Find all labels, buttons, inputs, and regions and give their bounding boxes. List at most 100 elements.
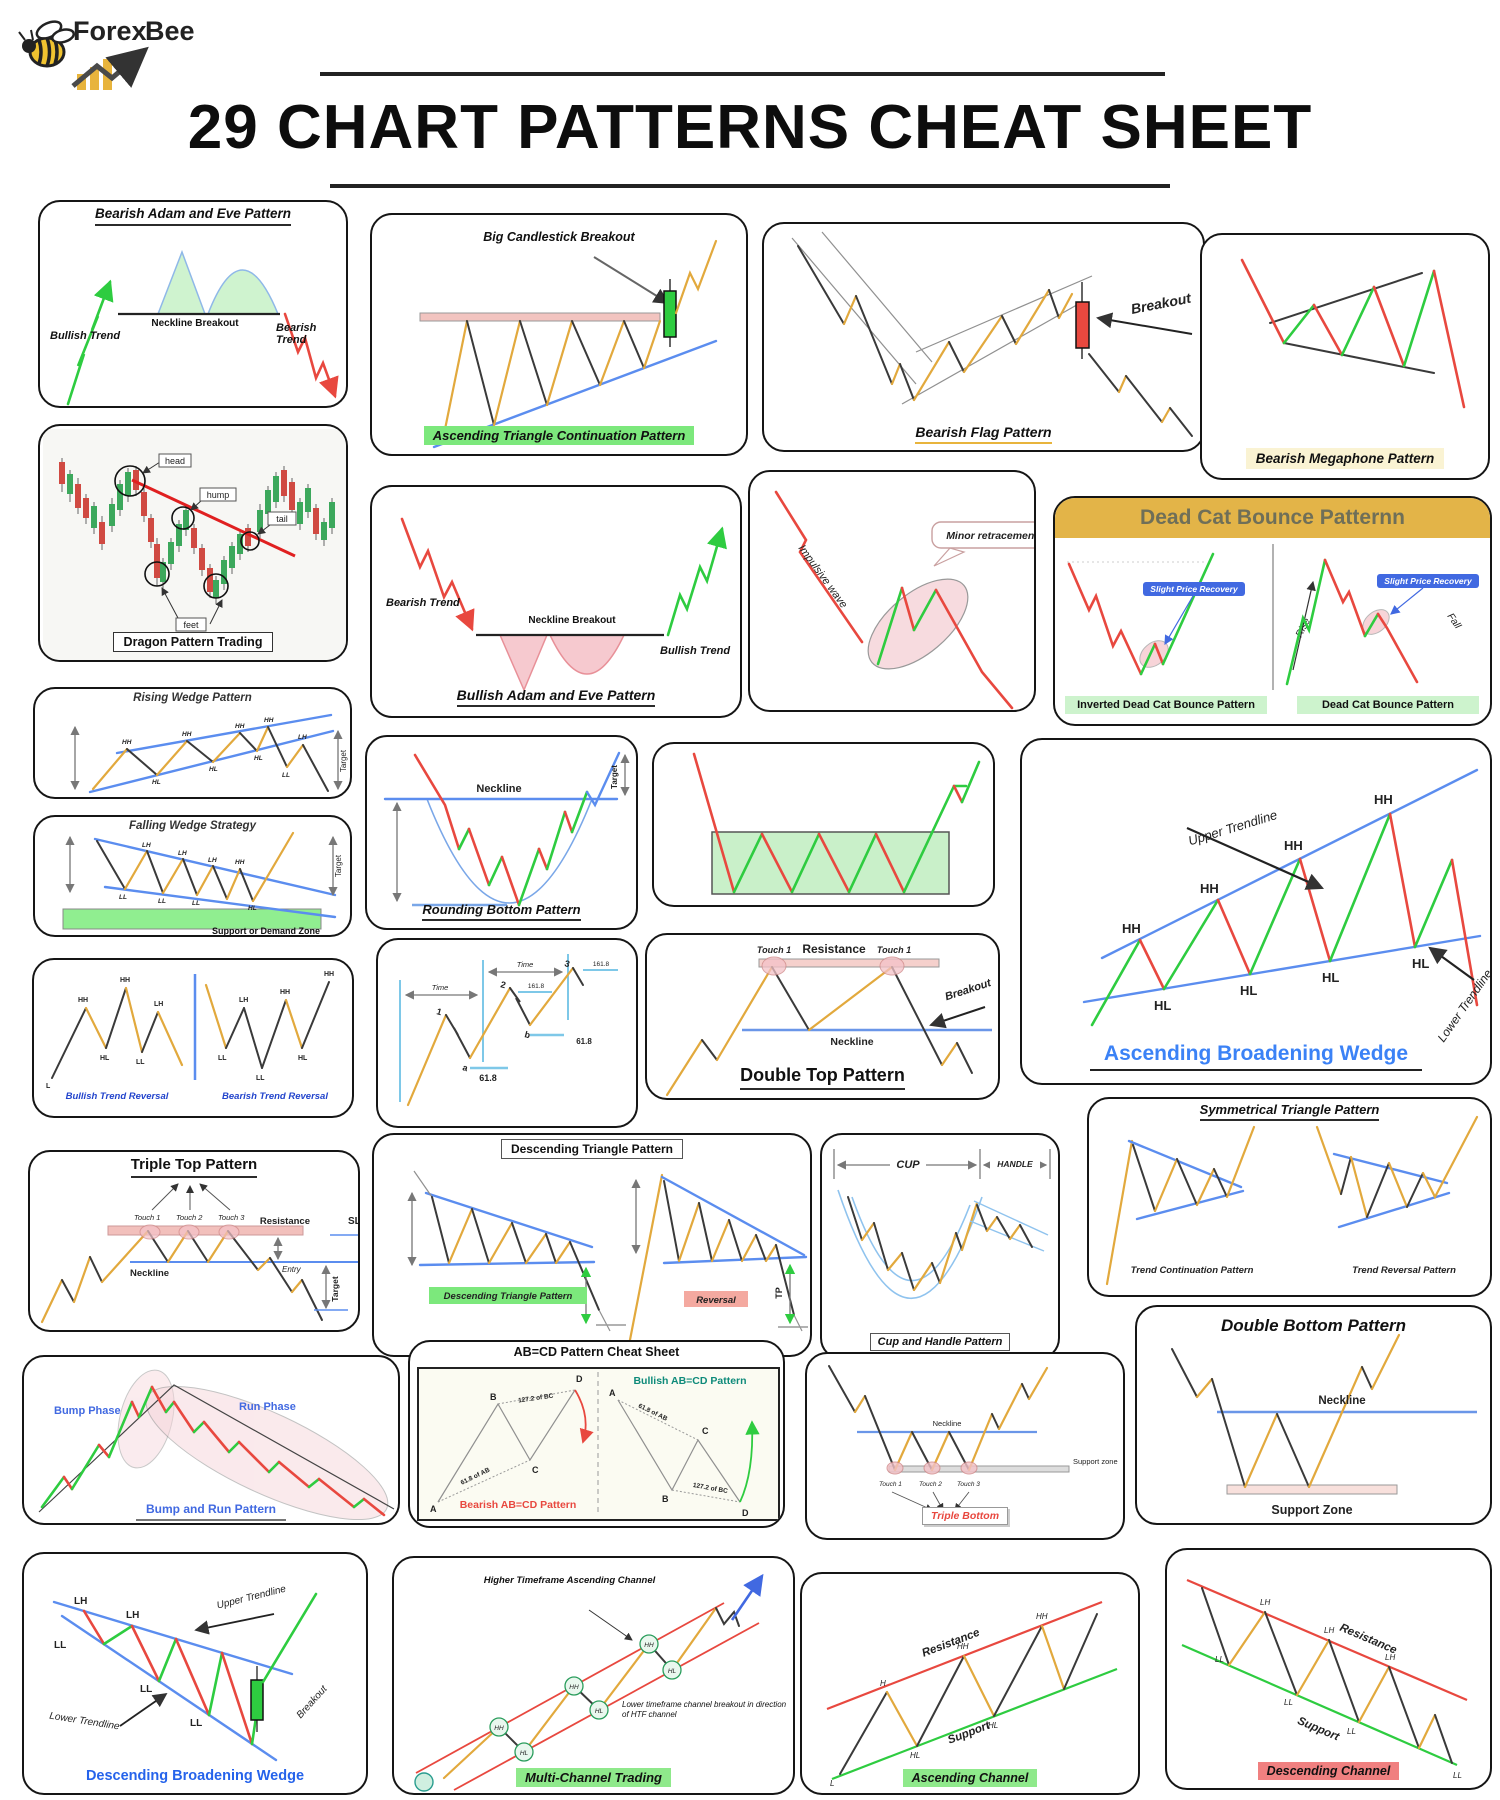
support-demand-zone-label: Support or Demand Zone <box>212 926 320 936</box>
ll-label: LL <box>218 1055 227 1062</box>
panel-rectangle-consolidation <box>652 742 995 907</box>
hl-label: HL <box>254 755 263 762</box>
slight-price-recovery-tag: Slight Price Recovery <box>1377 574 1479 588</box>
lh-label: LH <box>1385 1653 1395 1662</box>
lh-label: LH <box>1324 1626 1334 1635</box>
dead-cat-header: Dead Cat Bounce Patternn <box>1055 498 1490 538</box>
hh-label: HH <box>324 971 334 978</box>
ll-label: LL <box>119 894 127 901</box>
wave-2-label: 2 <box>499 979 506 990</box>
neckline-breakout-label: Neckline Breakout <box>528 615 616 626</box>
touch-2-label: Touch 2 <box>176 1213 203 1222</box>
cup-and-handle-diagram: CUP HANDLE <box>833 1149 1051 1299</box>
bearish-trend-label: Bearish Trend <box>386 597 460 609</box>
target-label: Target <box>334 854 343 877</box>
panel-descending-channel: Resistance Support LL LH LL LH LL LH LL … <box>1165 1548 1492 1790</box>
panel-title: Rising Wedge Pattern <box>133 692 252 704</box>
page-title: 29 CHART PATTERNS CHEAT SHEET <box>187 93 1313 162</box>
hh-label: HH <box>280 989 290 996</box>
hh-label: HH <box>235 723 245 730</box>
breakout-label: Breakout <box>295 1683 331 1721</box>
hl-label: HL <box>1240 983 1257 998</box>
panel-title: Multi-Channel Trading <box>394 1768 793 1788</box>
dead-cat-diagram: Rise Fall <box>1067 544 1463 690</box>
ll-label: LL <box>158 898 166 905</box>
hh-label: HH <box>78 997 88 1004</box>
panel-title: Bearish Flag Pattern <box>764 424 1203 445</box>
panel-bearish-adam-and-eve: Bearish Adam and Eve Pattern Bullish Tre… <box>38 200 348 408</box>
hh-label: HH <box>644 1642 654 1649</box>
touch-1-label: Touch 1 <box>134 1213 160 1222</box>
breakout-label: Breakout <box>944 977 994 1004</box>
hl-label: HL <box>100 1055 110 1062</box>
wave-1-label: 1 <box>435 1006 442 1017</box>
fib-618-label: 61.8 <box>576 1037 592 1046</box>
point-b-label: B <box>662 1494 669 1504</box>
multi-channel-diagram: HH HL HH HL HH HL <box>414 1573 764 1792</box>
hl-label: HL <box>520 1750 529 1757</box>
panel-double-bottom: Neckline Support Zone Double Bottom Patt… <box>1135 1305 1492 1525</box>
entry-label: Entry <box>282 1265 302 1274</box>
lh-label: LH <box>154 1001 163 1008</box>
panel-ascending-broadening-wedge: Upper Trendline Lower Trendline HH HH HH… <box>1020 738 1492 1085</box>
upper-trendline-label: Upper Trendline <box>1186 807 1279 848</box>
panel-falling-wedge: LH LH LH LL LL LL HL HH Target Falling W… <box>33 815 352 937</box>
forexbee-logo: Forex Bee <box>15 10 265 98</box>
trend-reversal-caption: Trend Reversal Pattern <box>1352 1265 1456 1276</box>
panel-title: Rounding Bottom Pattern <box>367 902 636 921</box>
touch-label: Touch 1 <box>877 945 911 955</box>
panel-title: Triple Bottom <box>807 1506 1123 1526</box>
hh-label: HH <box>569 1684 579 1691</box>
touch-3-label: Touch 3 <box>218 1213 245 1222</box>
abcd-diagram: A B C D 127.2 of BC 61.8 of AB A B C D 6… <box>417 1367 780 1521</box>
lh-label: LH <box>74 1596 87 1607</box>
impulsive-wave-label: Impulsive wave <box>796 543 850 611</box>
feet-label: feet <box>183 620 199 630</box>
hh-label: HH <box>235 859 245 866</box>
target-label: Target <box>610 765 619 789</box>
lh-label: LH <box>208 857 217 864</box>
ratio-bd-label: 127.2 of BC <box>518 1393 554 1405</box>
ll-label: LL <box>140 1684 152 1695</box>
dragon-pattern-diagram: head hump tail feet <box>43 429 346 660</box>
neckline-label: Neckline <box>933 1419 962 1428</box>
panel-title: Dragon Pattern Trading <box>40 632 346 653</box>
triple-bottom-diagram: Neckline Support zone Touch 1 Touch 2 To… <box>828 1365 1118 1511</box>
hh-label: HH <box>120 977 130 984</box>
panel-title: Ascending Broadening Wedge <box>1022 1041 1490 1071</box>
ascending-broadening-wedge-diagram: Upper Trendline Lower Trendline HH HH HH… <box>1082 768 1490 1045</box>
panel-abcd: A B C D 127.2 of BC 61.8 of AB A B C D 6… <box>408 1340 785 1528</box>
panel-title: Double Bottom Pattern <box>1220 1316 1407 1335</box>
panel-title: Descending Broadening Wedge <box>85 1768 305 1785</box>
double-bottom-diagram: Neckline Support Zone <box>1171 1333 1477 1517</box>
panel-bump-and-run: Bump Phase Run Phase Bump and Run Patter… <box>22 1355 400 1525</box>
panel-ascending-triangle: Big Candlestick Breakout Ascending Trian… <box>370 213 748 456</box>
ll-label: LL <box>54 1640 66 1651</box>
descending-triangle-diagram: TP Descending Triangle Pattern Reversal … <box>407 1170 808 1347</box>
ll-label: LL <box>256 1075 265 1082</box>
hump-label: hump <box>207 490 230 500</box>
panel-multi-channel: HH HL HH HL HH HL Higher Timeframe Ascen… <box>392 1556 795 1795</box>
panel-title: Bullish Adam and Eve Pattern <box>372 687 740 707</box>
neckline-label: Neckline <box>476 783 521 795</box>
fib-1618-label: 161.8 <box>528 983 545 990</box>
neckline-breakout-label: Neckline Breakout <box>151 318 239 329</box>
lh-label: LH <box>298 734 307 741</box>
panel-title: Triple Top Pattern <box>30 1156 358 1178</box>
minor-retracement-label: Minor retracement <box>946 530 1036 542</box>
hl-label: HL <box>209 766 218 773</box>
panel-title: AB=CD Pattern Cheat Sheet <box>513 1345 680 1359</box>
hh-label: HH <box>957 1642 969 1651</box>
panel-bearish-megaphone: Bearish Megaphone Pattern <box>1200 233 1490 480</box>
support-label: Support <box>1296 1715 1342 1744</box>
support-zone-label: Support zone <box>1073 1457 1118 1466</box>
bearish-trend-label: Bearish Trend <box>276 322 317 347</box>
ll-label: LL <box>1453 1771 1462 1780</box>
hh-label: HH <box>264 717 274 724</box>
panel-title: Descending Channel <box>1167 1762 1490 1781</box>
hh-label: HH <box>1284 838 1303 853</box>
symmetrical-triangle-diagram: Trend Continuation Pattern Trend Reversa… <box>1105 1115 1479 1286</box>
time-label: Time <box>432 983 449 992</box>
panel-bearish-flag: Breakout Bearish Flag Pattern <box>762 222 1205 452</box>
wave-b-label: b <box>523 1029 531 1040</box>
